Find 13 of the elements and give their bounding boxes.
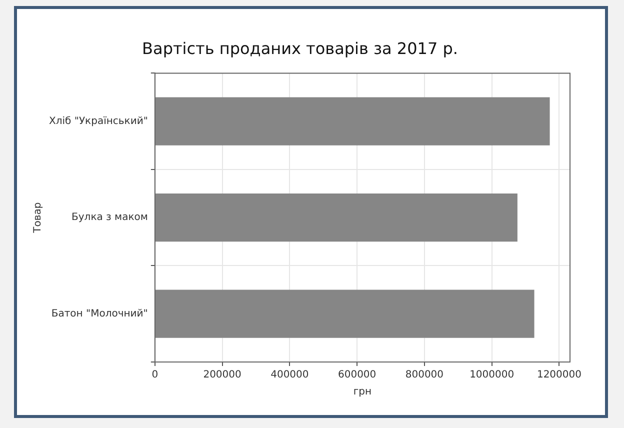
x-tick-label: 0: [152, 370, 158, 381]
y-tick-label: Булка з маком: [72, 212, 148, 224]
x-tick-label: 800000: [405, 370, 444, 381]
x-tick-label: 200000: [203, 370, 242, 381]
y-tick-label: Хліб "Український": [49, 116, 148, 127]
x-tick-label: 400000: [270, 370, 309, 381]
x-tick-label: 1200000: [536, 370, 582, 381]
x-axis-title: грн: [353, 386, 372, 398]
chart-title: Вартість проданих товарів за 2017 р.: [142, 38, 458, 58]
x-tick-label: 600000: [338, 370, 376, 381]
x-tick-label: 1000000: [470, 370, 514, 381]
y-axis-title: Товар: [32, 202, 44, 234]
y-tick-label: Батон "Молочний": [51, 308, 148, 320]
